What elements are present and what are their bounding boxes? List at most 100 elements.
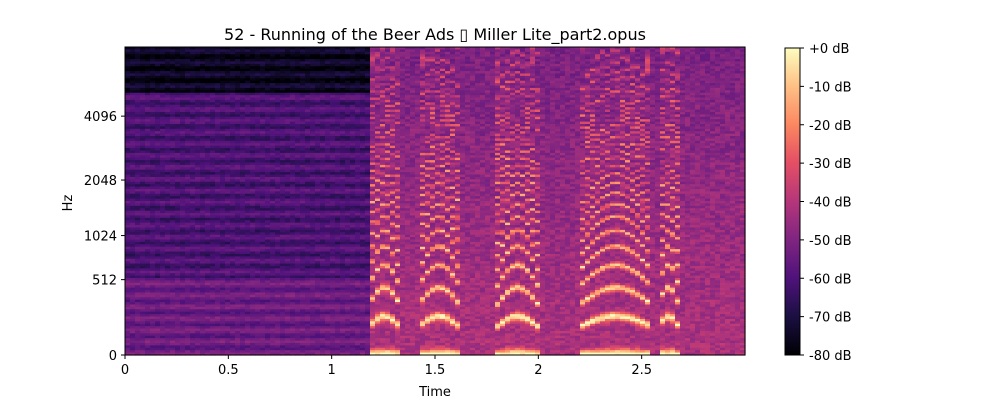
heatmap-cell: [215, 316, 221, 320]
heatmap-cell: [150, 323, 156, 327]
heatmap-cell: [185, 138, 191, 142]
heatmap-cell: [230, 222, 236, 226]
heatmap-cell: [215, 297, 221, 301]
heatmap-cell: [135, 49, 141, 53]
heatmap-cell: [290, 128, 296, 132]
heatmap-cell: [200, 119, 206, 123]
heatmap-cell: [295, 59, 301, 63]
heatmap-cell: [155, 321, 161, 325]
heatmap-cell: [305, 220, 311, 224]
heatmap-cell: [215, 128, 221, 132]
heatmap-cell: [290, 234, 296, 238]
heatmap-cell: [170, 229, 176, 233]
heatmap-cell: [125, 174, 131, 178]
heatmap-cell: [320, 51, 326, 55]
heatmap-cell: [160, 169, 166, 173]
heatmap-cell: [255, 318, 261, 322]
heatmap-cell: [310, 225, 316, 229]
heatmap-cell: [145, 95, 151, 99]
heatmap-cell: [255, 297, 261, 301]
heatmap-cell: [200, 326, 206, 330]
heatmap-cell: [230, 71, 236, 75]
heatmap-cell: [270, 68, 276, 72]
heatmap-cell: [255, 306, 261, 310]
heatmap-cell: [255, 294, 261, 298]
heatmap-cell: [185, 311, 191, 315]
heatmap-cell: [230, 338, 236, 342]
heatmap-cell: [260, 119, 266, 123]
heatmap-cell: [125, 270, 131, 274]
heatmap-cell: [315, 188, 321, 192]
heatmap-cell: [300, 83, 306, 87]
heatmap-cell: [195, 270, 201, 274]
heatmap-cell: [315, 83, 321, 87]
heatmap-cell: [185, 215, 191, 219]
heatmap-cell: [305, 239, 311, 243]
heatmap-cell: [255, 104, 261, 108]
heatmap-cell: [150, 270, 156, 274]
heatmap-cell: [280, 203, 286, 207]
heatmap-cell: [315, 71, 321, 75]
heatmap-cell: [230, 114, 236, 118]
heatmap-cell: [290, 205, 296, 209]
heatmap-cell: [265, 92, 271, 96]
heatmap-cell: [295, 63, 301, 67]
heatmap-cell: [260, 220, 266, 224]
heatmap-cell: [235, 251, 241, 255]
heatmap-cell: [240, 66, 246, 70]
heatmap-cell: [195, 184, 201, 188]
heatmap-cell: [310, 75, 316, 79]
heatmap-cell: [140, 155, 146, 159]
heatmap-cell: [275, 109, 281, 113]
heatmap-cell: [170, 107, 176, 111]
heatmap-cell: [240, 323, 246, 327]
heatmap-cell: [200, 328, 206, 332]
heatmap-cell: [245, 164, 251, 168]
heatmap-cell: [315, 287, 321, 291]
heatmap-cell: [145, 229, 151, 233]
heatmap-cell: [185, 220, 191, 224]
heatmap-cell: [205, 201, 211, 205]
heatmap-cell: [250, 350, 256, 354]
heatmap-cell: [155, 304, 161, 308]
heatmap-cell: [245, 59, 251, 63]
heatmap-cell: [315, 201, 321, 205]
heatmap-cell: [220, 299, 226, 303]
heatmap-cell: [135, 234, 141, 238]
heatmap-cell: [175, 275, 181, 279]
heatmap-cell: [185, 278, 191, 282]
heatmap-cell: [300, 309, 306, 313]
heatmap-cell: [225, 83, 231, 87]
heatmap-cell: [255, 148, 261, 152]
heatmap-cell: [130, 306, 136, 310]
heatmap-cell: [300, 121, 306, 125]
heatmap-cell: [150, 352, 156, 356]
heatmap-cell: [180, 201, 186, 205]
heatmap-cell: [145, 92, 151, 96]
heatmap-cell: [175, 263, 181, 267]
heatmap-cell: [250, 241, 256, 245]
heatmap-cell: [315, 258, 321, 262]
heatmap-cell: [315, 179, 321, 183]
heatmap-cell: [150, 164, 156, 168]
heatmap-cell: [220, 263, 226, 267]
heatmap-cell: [270, 59, 276, 63]
heatmap-cell: [300, 114, 306, 118]
heatmap-cell: [125, 249, 131, 253]
heatmap-cell: [290, 251, 296, 255]
heatmap-cell: [160, 251, 166, 255]
heatmap-cell: [290, 244, 296, 248]
heatmap-cell: [255, 131, 261, 135]
heatmap-cell: [230, 133, 236, 137]
heatmap-cell: [235, 333, 241, 337]
heatmap-cell: [175, 85, 181, 89]
heatmap-cell: [160, 314, 166, 318]
heatmap-cell: [190, 148, 196, 152]
heatmap-cell: [265, 347, 271, 351]
heatmap-cell: [290, 282, 296, 286]
heatmap-cell: [245, 321, 251, 325]
heatmap-cell: [160, 340, 166, 344]
heatmap-cell: [125, 176, 131, 180]
heatmap-cell: [185, 148, 191, 152]
heatmap-cell: [315, 51, 321, 55]
